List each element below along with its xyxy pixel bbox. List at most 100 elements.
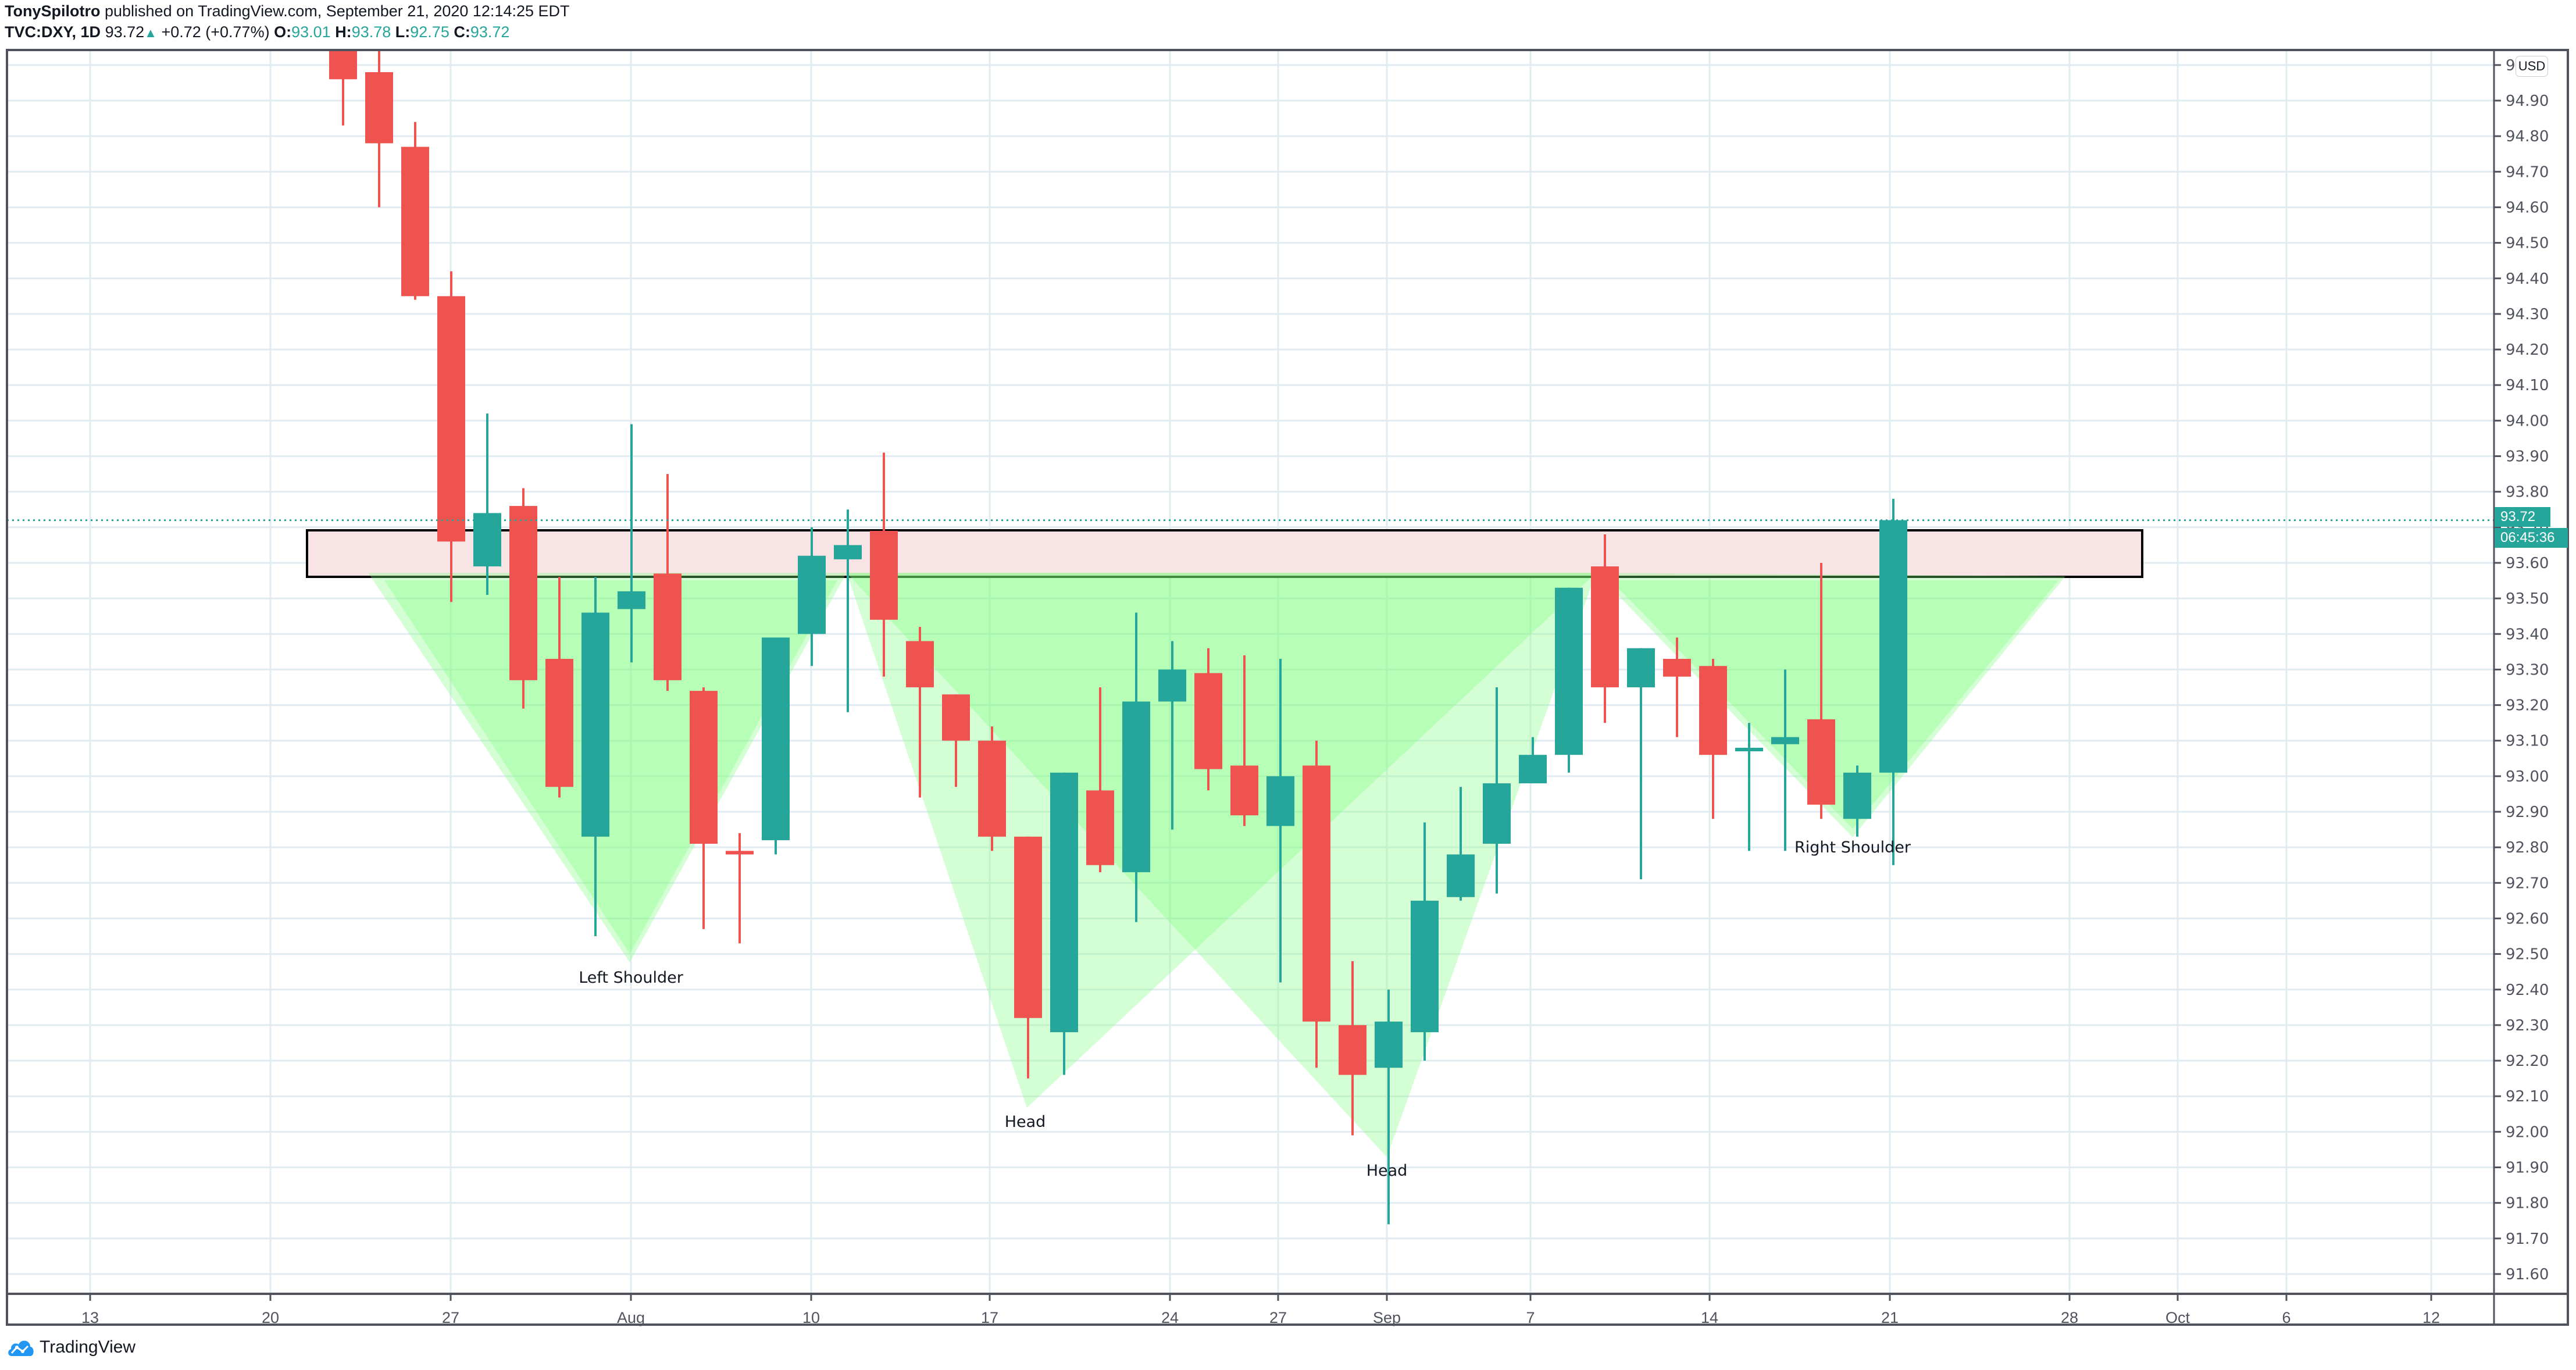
- candle: [1879, 498, 1907, 865]
- high-value: 93.78: [351, 23, 391, 41]
- candle-body: [1627, 648, 1655, 687]
- outer-frame: [6, 49, 2569, 1326]
- price-tick-label: 94.40: [2506, 270, 2549, 288]
- candle: [942, 694, 970, 787]
- candle-body: [870, 530, 898, 620]
- price-tick-label: 94.20: [2506, 341, 2549, 359]
- candle: [654, 474, 682, 691]
- price-tick-label: 93.20: [2506, 697, 2549, 715]
- candle-body: [690, 691, 718, 844]
- time-tick-label: 21: [1881, 1309, 1899, 1326]
- candle: [1663, 637, 1691, 737]
- pattern-label: Head: [1367, 1162, 1408, 1180]
- price-tick-label: 93.50: [2506, 590, 2549, 608]
- price-axis[interactable]: 95.0094.9094.8094.7094.6094.5094.4094.30…: [2494, 57, 2549, 1283]
- candle: [1158, 641, 1186, 830]
- author-name[interactable]: TonySpilotro: [5, 2, 101, 20]
- resistance-zone[interactable]: [306, 529, 2143, 578]
- price-tick-label: 92.60: [2506, 910, 2549, 927]
- candle-body: [618, 591, 645, 609]
- candle: [1303, 740, 1330, 1068]
- tradingview-cloud-icon: [8, 1340, 34, 1356]
- candle-body: [1230, 765, 1258, 816]
- symbol-name[interactable]: TVC:DXY, 1D: [5, 23, 101, 41]
- candle: [473, 413, 501, 595]
- candle-body: [1663, 659, 1691, 677]
- candle-body: [978, 740, 1006, 837]
- price-tick-label: 91.90: [2506, 1159, 2549, 1177]
- time-tick-label: 17: [981, 1309, 998, 1326]
- pattern-triangle[interactable]: [384, 580, 837, 954]
- candle: [1230, 655, 1258, 826]
- candle-body: [1375, 1021, 1403, 1068]
- candle: [1050, 772, 1078, 1075]
- candle-body: [1699, 666, 1727, 755]
- candle: [762, 637, 790, 855]
- candle-body: [1122, 701, 1150, 872]
- price-tick-label: 94.00: [2506, 412, 2549, 430]
- candle-body: [654, 573, 682, 680]
- price-tick-label: 92.20: [2506, 1053, 2549, 1070]
- candle-body: [1339, 1025, 1367, 1075]
- price-tick-label: 93.10: [2506, 733, 2549, 750]
- last-price-label: 93.72: [2495, 507, 2550, 527]
- price-tick-label: 91.60: [2506, 1266, 2549, 1283]
- candle-body: [509, 506, 537, 680]
- price-tick-label: 94.10: [2506, 377, 2549, 394]
- pattern-triangle[interactable]: [1596, 573, 2065, 837]
- candle: [1627, 648, 1655, 880]
- candle-body: [1843, 772, 1871, 819]
- up-arrow-icon: ▲: [144, 26, 157, 40]
- tradingview-logo[interactable]: TradingView: [7, 1337, 135, 1357]
- candle-body: [1483, 783, 1511, 844]
- time-axis[interactable]: 13 20 27 Aug 10 17 24 27 Sep 7 14 21 28 Oct 6 12: [81, 1294, 2440, 1326]
- head-and-shoulders-pattern[interactable]: [368, 573, 2065, 1157]
- candle: [1735, 723, 1763, 851]
- candle-body: [906, 641, 934, 687]
- time-tick-label: Aug: [617, 1309, 645, 1326]
- time-tick-label: 27: [442, 1309, 459, 1326]
- candle-body: [581, 612, 609, 837]
- chart-frame: [6, 49, 2569, 1326]
- price-tick-label: 92.90: [2506, 804, 2549, 821]
- time-tick-label: 24: [1161, 1309, 1179, 1326]
- candle-body: [1519, 755, 1547, 784]
- price-tick-label: 94.50: [2506, 235, 2549, 252]
- candle-body: [1086, 790, 1114, 865]
- candle-body: [1014, 836, 1042, 1018]
- candle: [726, 833, 754, 944]
- resistance-zone-rect[interactable]: [306, 529, 2143, 578]
- candle: [545, 577, 573, 798]
- candle: [401, 122, 429, 300]
- time-tick-label: Oct: [2165, 1309, 2190, 1326]
- candle-body: [1411, 900, 1439, 1033]
- price-tick-label: 94.60: [2506, 199, 2549, 216]
- candle: [509, 488, 537, 709]
- candle-body: [834, 545, 862, 559]
- pattern-triangle[interactable]: [847, 573, 1596, 1157]
- price-tick-label: 94.70: [2506, 163, 2549, 181]
- candle: [1411, 822, 1439, 1061]
- candle: [1266, 659, 1294, 983]
- time-tick-label: 10: [802, 1309, 820, 1326]
- time-tick-label: 12: [2422, 1309, 2440, 1326]
- price-tick-label: 94.80: [2506, 128, 2549, 145]
- time-tick-label: 20: [262, 1309, 279, 1326]
- candle: [1843, 765, 1871, 837]
- currency-badge[interactable]: USD: [2516, 56, 2548, 77]
- candles: [7, 50, 2494, 1225]
- symbol-legend: TVC:DXY, 1D 93.72▲ +0.72 (+0.77%) O:93.0…: [5, 23, 509, 41]
- candle-body: [1771, 737, 1799, 744]
- pattern-triangle[interactable]: [1611, 580, 2058, 829]
- candle: [1591, 534, 1619, 723]
- candle-body: [437, 296, 465, 542]
- candle: [1771, 669, 1799, 851]
- time-tick-label: 13: [81, 1309, 99, 1326]
- last-price: 93.72: [105, 23, 145, 41]
- candle-body: [1050, 772, 1078, 1033]
- price-tick-label: 93.40: [2506, 626, 2549, 643]
- published-text: published on TradingView.com, September …: [100, 2, 570, 20]
- high-label: H:: [335, 23, 352, 41]
- candle: [1375, 989, 1403, 1225]
